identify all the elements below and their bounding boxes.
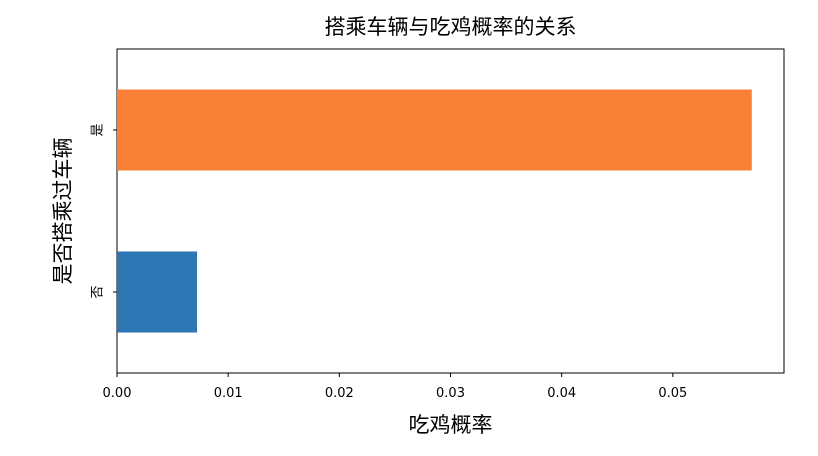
x-tick-label: 0.00 [103,386,132,401]
x-tick-label: 0.04 [547,386,576,401]
y-axis-ticks: 否是 [91,123,117,299]
x-axis-label: 吃鸡概率 [409,413,493,437]
bars-layer [117,89,752,333]
x-tick-label: 0.02 [325,386,354,401]
y-tick-label: 否 [91,285,106,298]
y-tick-label: 是 [91,123,106,136]
y-axis-label: 是否搭乘过车辆 [51,138,75,285]
bar-1 [117,89,752,171]
x-tick-label: 0.05 [658,386,687,401]
x-axis-ticks: 0.00 0.01 0.02 0.03 0.04 0.05 [103,373,687,401]
x-tick-label: 0.01 [214,386,243,401]
chart-title: 搭乘车辆与吃鸡概率的关系 [325,15,577,39]
x-tick-label: 0.03 [436,386,465,401]
bar-0 [117,251,198,333]
